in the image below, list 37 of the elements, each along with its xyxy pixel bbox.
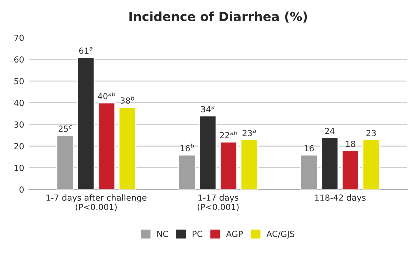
legend-label: NC <box>158 230 168 238</box>
bar <box>240 139 259 190</box>
data-label: 22$^{ab}$ <box>220 130 238 138</box>
x-tick-label: 1-17 days (P<0.001) <box>198 194 239 212</box>
legend-label: AGP <box>226 230 244 238</box>
bar <box>342 150 360 190</box>
y-tick-label: 50 <box>14 78 24 85</box>
chart-title: Incidence of Diarrhea (%) <box>130 12 308 23</box>
legend-label: AC/GJS <box>266 230 295 239</box>
bar <box>98 102 116 190</box>
y-tick-label: 40 <box>14 100 24 106</box>
data-label: 38$^{b}$ <box>120 96 134 104</box>
y-tick-label: 70 <box>14 34 24 42</box>
data-label: 23$^{a}$ <box>242 130 256 136</box>
legend-label: PC <box>192 230 203 238</box>
bar <box>220 141 238 190</box>
bar <box>362 139 381 190</box>
data-label: 24 <box>325 128 335 134</box>
x-tick-label: 118-42 days <box>315 194 366 203</box>
data-label: 16 <box>304 145 314 152</box>
data-label: 40$^{ab}$ <box>98 92 116 100</box>
bar <box>320 136 340 190</box>
data-label: 25$^{c}$ <box>58 126 72 132</box>
y-tick-label: 60 <box>14 56 24 63</box>
data-label: 34$^{a}$ <box>201 106 215 113</box>
y-tick-label: 10 <box>14 165 24 172</box>
data-label: 16$^{b}$ <box>180 144 194 152</box>
y-tick-label: 0 <box>20 186 24 193</box>
y-tick-label: 20 <box>14 143 24 150</box>
data-label: 61$^{a}$ <box>79 47 93 54</box>
data-label: 23 <box>366 130 376 136</box>
bar <box>198 115 218 190</box>
y-tick-label: 30 <box>14 122 24 128</box>
data-label: 18 <box>346 141 356 148</box>
bar <box>76 56 96 190</box>
bar <box>118 106 137 190</box>
x-tick-label: 1-7 days after challenge (P<0.001) <box>46 194 147 212</box>
